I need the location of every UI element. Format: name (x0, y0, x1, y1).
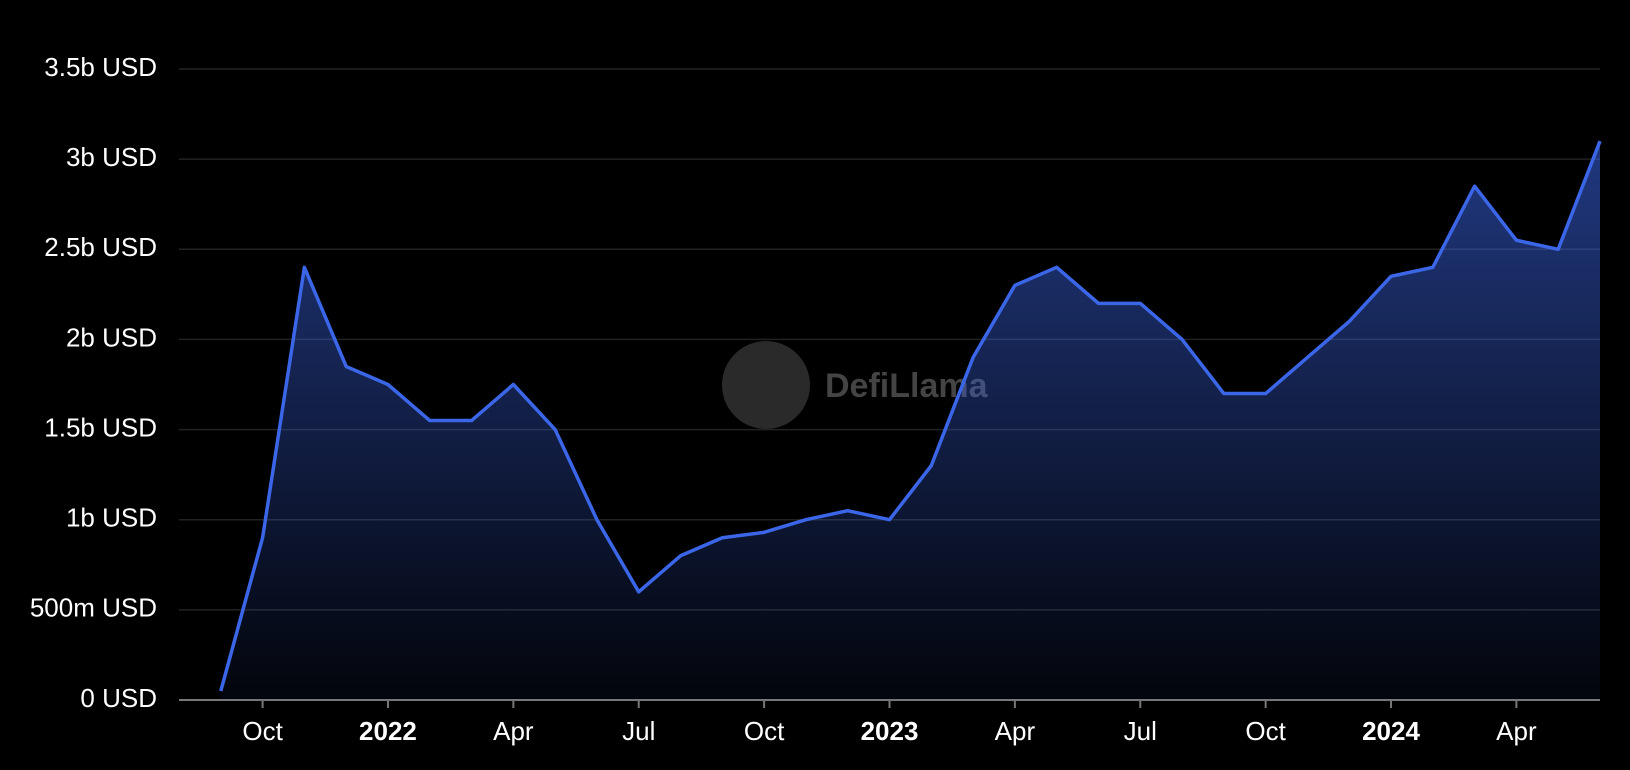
x-tick-label: Apr (1496, 716, 1537, 746)
y-tick-label: 1b USD (66, 503, 157, 533)
x-tick-label: Jul (1124, 716, 1157, 746)
line (219, 140, 1602, 692)
x-tick-label: Jul (622, 716, 655, 746)
y-tick-label: 2.5b USD (44, 232, 157, 262)
x-tick-label: 2022 (359, 716, 417, 746)
y-tick-label: 3b USD (66, 142, 157, 172)
x-tick-label: Oct (744, 716, 785, 746)
y-tick-label: 2b USD (66, 322, 157, 352)
x-tick-label: 2024 (1362, 716, 1420, 746)
x-tick-label: Oct (1245, 716, 1286, 746)
x-tick-label: Apr (995, 716, 1036, 746)
x-tick-label: 2023 (861, 716, 919, 746)
y-tick-label: 3.5b USD (44, 52, 157, 82)
y-tick-label: 0 USD (80, 683, 157, 713)
x-tick-label: Apr (493, 716, 534, 746)
y-tick-label: 1.5b USD (44, 412, 157, 442)
area (220, 141, 1601, 701)
x-tick-label: Oct (242, 716, 283, 746)
y-tick-label: 500m USD (30, 593, 157, 623)
logo (722, 341, 810, 429)
